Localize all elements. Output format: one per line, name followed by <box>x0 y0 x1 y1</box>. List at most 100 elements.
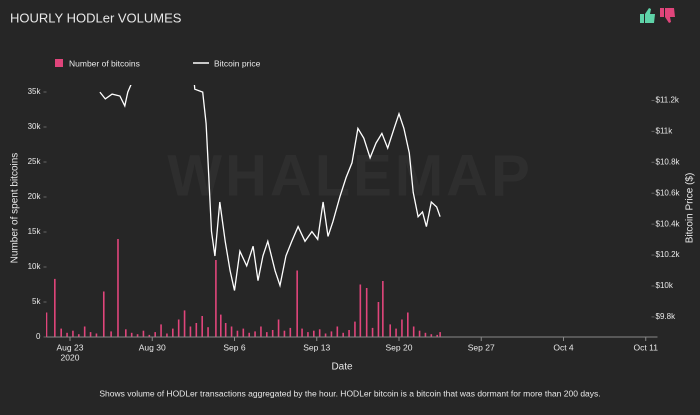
bar <box>160 324 162 337</box>
y-axis-label: Number of spent bitcoins <box>10 153 21 264</box>
bar <box>236 330 239 337</box>
bar <box>254 331 256 337</box>
bar <box>377 302 380 337</box>
x-tick-label: Sep 20 <box>386 342 413 352</box>
x-axis-label: Date <box>331 362 353 373</box>
bar <box>154 332 156 337</box>
thumbs-down-icon[interactable] <box>660 8 664 17</box>
x-tick-label: Aug 23 <box>57 342 84 352</box>
bar <box>248 332 250 337</box>
legend-label: Bitcoin price <box>214 58 261 68</box>
bar <box>266 332 268 337</box>
bar <box>95 333 98 337</box>
bar <box>313 330 315 337</box>
x-tick-label: Sep 13 <box>303 342 330 352</box>
thumbs-up[interactable] <box>640 8 655 23</box>
x-tick-label: Sep 27 <box>468 342 495 352</box>
x-tick-label: Aug 30 <box>139 342 166 352</box>
bar <box>301 328 303 337</box>
plot-area <box>46 85 441 337</box>
thumbs-up-icon[interactable] <box>640 14 644 23</box>
bar <box>110 331 112 337</box>
bar <box>430 334 433 337</box>
bar <box>342 332 344 337</box>
bar <box>401 319 403 337</box>
bar <box>424 332 427 337</box>
bar <box>46 312 48 337</box>
bar <box>371 327 374 337</box>
bar <box>283 330 286 337</box>
bar <box>382 281 384 337</box>
bar <box>166 333 168 337</box>
bar <box>224 323 227 337</box>
bar <box>271 330 274 337</box>
thumbs-down[interactable] <box>660 8 675 23</box>
y-tick-label: 25k <box>28 157 42 166</box>
bar <box>172 328 174 337</box>
thumbs-down-icon[interactable] <box>665 8 675 23</box>
bar <box>78 334 80 337</box>
y-tick-label: 20k <box>28 192 42 201</box>
bar <box>330 331 333 337</box>
y2-tick-label: $10.2k <box>656 250 681 259</box>
bar <box>289 327 292 337</box>
bar <box>418 330 421 337</box>
chart-title: HOURLY HODLer VOLUMES <box>10 10 182 25</box>
bar <box>142 330 145 337</box>
bar <box>89 332 92 337</box>
bar <box>395 328 397 337</box>
bar <box>365 288 368 337</box>
bar <box>72 330 74 337</box>
bar <box>215 260 217 337</box>
bar <box>195 323 198 337</box>
bar <box>54 278 56 337</box>
y-tick-label: 15k <box>28 227 42 236</box>
bar <box>412 326 415 337</box>
y2-tick-label: $10.8k <box>656 157 681 166</box>
bar <box>307 332 309 337</box>
watermark: WHALEMAP <box>167 143 533 208</box>
bar <box>83 326 86 337</box>
bar <box>324 333 327 337</box>
bar <box>189 326 192 337</box>
x-tick-label: Oct 11 <box>634 342 659 352</box>
legend-label: Number of bitcoins <box>69 58 140 68</box>
y2-tick-label: $10.6k <box>656 188 681 197</box>
bar <box>336 326 339 337</box>
bar <box>348 330 350 337</box>
y-tick-label: 30k <box>28 122 42 131</box>
y2-tick-label: $9.8k <box>656 312 677 321</box>
bar <box>359 284 362 337</box>
y2-tick-label: $10k <box>656 281 674 290</box>
caption: Shows volume of HODLer transactions aggr… <box>99 388 600 398</box>
bar <box>117 239 119 337</box>
bar <box>130 332 133 337</box>
bar <box>148 334 151 337</box>
y2-tick-label: $11.2k <box>656 96 680 105</box>
bar <box>407 312 409 337</box>
y2-tick-label: $11k <box>656 126 674 135</box>
bar <box>219 314 222 337</box>
bar <box>230 326 233 337</box>
price-line <box>99 85 441 291</box>
bar <box>242 328 245 337</box>
y2-tick-label: $10.4k <box>656 219 681 228</box>
bar <box>125 329 127 337</box>
y-tick-label: 0 <box>36 332 41 341</box>
bar <box>296 270 298 337</box>
thumbs-up-icon[interactable] <box>645 8 655 23</box>
bar <box>439 332 441 337</box>
bar <box>277 319 280 337</box>
bar <box>60 328 62 337</box>
legend-swatch <box>55 59 63 67</box>
bar <box>354 321 356 337</box>
x-tick-label: Sep 6 <box>223 342 245 352</box>
bar <box>102 291 105 337</box>
y-tick-label: 10k <box>28 262 42 271</box>
bar <box>260 326 262 337</box>
y-tick-label: 35k <box>28 87 42 96</box>
bar <box>318 329 321 337</box>
y2-axis-label: Bitcoin Price ($) <box>685 173 696 244</box>
x-tick-label: Oct 4 <box>553 342 574 352</box>
